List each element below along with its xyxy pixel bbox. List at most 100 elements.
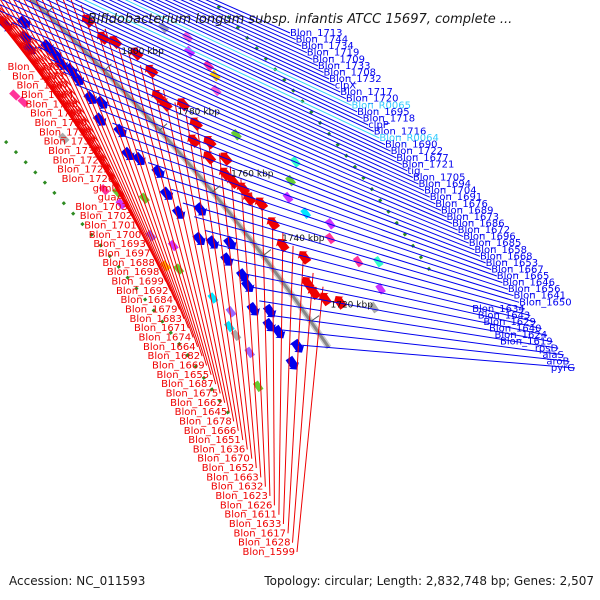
leader-line-left: [116, 40, 212, 375]
reverse-gene-arrow: [219, 152, 233, 166]
leader-line-left: [287, 259, 304, 534]
leader-line-right: [132, 0, 347, 100]
gene-label-right: Blon_R0064: [379, 133, 439, 144]
gene-label-right: Blon_1653: [486, 258, 539, 269]
gene-label-left: Blon_1692: [116, 286, 169, 297]
gene-label-right: Blon_1716: [374, 127, 427, 138]
gene-label-left: Blon_1664: [143, 342, 196, 353]
gene-label-right: Blon_1673: [447, 212, 500, 223]
leader-line-left: [196, 127, 244, 441]
leader-line-right: [124, 0, 352, 106]
leader-line-left: [139, 65, 221, 394]
gene-label-right: Blon_1634: [472, 304, 525, 315]
leader-line-left: [0, 17, 81, 105]
leader-line-right: [164, 0, 324, 73]
forward-gene-arrow: [121, 146, 135, 161]
kbp-tick-mark: [103, 63, 112, 72]
gene-label-right: Blon_1619: [500, 337, 553, 348]
gene-label-left: Blon_1764: [21, 90, 74, 101]
gene-label-left: Blon_1655: [157, 370, 210, 381]
gene-label-right: pyrG: [551, 363, 575, 374]
gene-label-left: glmU: [93, 183, 119, 194]
topology-text: Topology: circular; Length: 2,832,748 bp…: [263, 574, 594, 588]
forward-gene-arrow: [271, 324, 286, 339]
forward-gene-arrow: [151, 164, 165, 178]
forward-gene-arrow: [159, 186, 174, 200]
leader-line-left: [261, 205, 271, 497]
gene-label-left: Blon_1752: [30, 109, 83, 120]
forward-gene-arrow: [171, 205, 186, 219]
reverse-gene-arrow: [159, 98, 173, 112]
cog-box: [372, 255, 384, 268]
gene-label-left: guaA: [98, 193, 124, 204]
gene-label-right: Blon_1744: [296, 35, 349, 46]
leader-line-right: [269, 314, 564, 356]
leader-line-left: [0, 21, 94, 133]
gene-label-left: Blon_1683: [129, 314, 182, 325]
reverse-gene-arrow: [202, 151, 217, 165]
gene-label-left: Blon_1632: [211, 482, 264, 493]
gene-label-right: Blon_1685: [469, 238, 522, 249]
leader-line-right: [259, 300, 559, 349]
gene-label-left: Blon_1728: [53, 155, 106, 166]
kbp-tick-mark: [212, 185, 221, 193]
gene-label-left: Blon_1645: [175, 407, 228, 418]
leader-line-left: [92, 16, 203, 357]
leader-line-left: [8, 0, 149, 245]
leader-line-right: [136, 148, 497, 277]
gene-label-left: Blon_1684: [120, 295, 173, 306]
leader-line-left: [151, 77, 226, 403]
leader-line-right: [11, 22, 442, 211]
leader-line-left: [23, 0, 162, 273]
leader-line-right: [63, 71, 464, 238]
leader-line-right: [0, 4, 430, 198]
gene-label-left: Blon_1698: [107, 267, 160, 278]
gene-label-left: Blon_1675: [166, 388, 219, 399]
leader-line-left: [282, 245, 294, 525]
reverse-gene-arrow: [254, 197, 269, 211]
cog-box: [300, 207, 312, 219]
leader-line-right: [279, 329, 570, 362]
gene-label-left: Blon_1617: [233, 528, 286, 539]
cog-box: [325, 217, 336, 230]
kbp-ticks: 1940 kbp1920 kbp1900 kbp1880 kbp1860 kbp…: [46, 5, 373, 322]
gene-label-left: Blon_1725: [57, 165, 110, 176]
backbone-line: [29, 0, 331, 349]
leader-line-right: [237, 272, 548, 336]
gene-label-left: Blon_1679: [125, 305, 178, 316]
kbp-tick-mark: [159, 123, 168, 131]
gene-label-left: Blon_1671: [134, 323, 187, 334]
leader-line-right: [147, 162, 503, 284]
gene-label-right: Blon_1646: [502, 278, 555, 289]
cog-box: [209, 69, 221, 82]
gene-label-left: Blon_1626: [220, 500, 273, 511]
leader-line-right: [227, 257, 542, 330]
leader-line-left: [0, 15, 76, 96]
gene-label-left: Blon_1599: [242, 547, 295, 558]
gene-label-left: Blon_1758: [26, 99, 79, 110]
forward-gene-arrow: [193, 202, 207, 216]
leader-line-right: [100, 0, 369, 126]
gene-label-right: Blon_1690: [385, 140, 438, 151]
leader-line-left: [174, 102, 235, 422]
gene-label-right: clpP: [368, 120, 389, 131]
gene-label-right: Blon_1695: [357, 107, 410, 118]
gene-label-right: aroB: [546, 356, 569, 367]
cog-box: [230, 129, 242, 141]
leader-line-left: [218, 153, 253, 459]
gene-label-left: Blon_1678: [179, 416, 232, 427]
leader-line-left: [292, 272, 314, 543]
leader-line-right: [35, 0, 408, 172]
leader-line-right: [24, 0, 414, 178]
leader-line-right: [159, 175, 509, 290]
leader-line-right: [216, 243, 537, 323]
gene-label-right: clpX: [335, 81, 357, 92]
leader-line-right: [92, 0, 375, 132]
leader-line-left: [18, 0, 158, 264]
leader-line-left: [296, 286, 324, 553]
leader-line-right: [50, 58, 458, 231]
leader-line-left: [13, 0, 153, 254]
leader-line-right: [55, 0, 397, 159]
gene-label-left: Blon_1633: [229, 519, 282, 530]
